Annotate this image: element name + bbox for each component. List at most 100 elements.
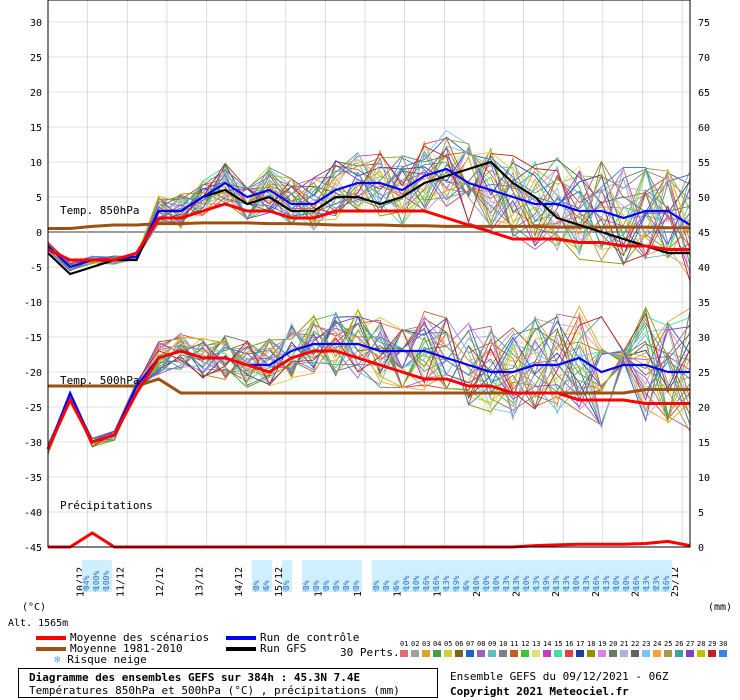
pert-color-box bbox=[675, 650, 683, 657]
pert-line-850 bbox=[47, 138, 691, 271]
pert-color-box bbox=[653, 650, 661, 657]
snowflake-icon: ❄ bbox=[583, 585, 589, 595]
pert-number: 27 bbox=[686, 640, 695, 648]
control-swatch bbox=[226, 636, 256, 640]
pert-number: 18 bbox=[587, 640, 596, 648]
left-tick-label: -35 bbox=[24, 473, 42, 484]
right-tick-label: 60 bbox=[698, 123, 710, 134]
right-unit: (mm) bbox=[708, 602, 732, 613]
snow-risk-value: 16% bbox=[592, 575, 601, 590]
snow-risk-value: 10% bbox=[612, 575, 621, 590]
snow-bg bbox=[582, 560, 592, 592]
snow-bg bbox=[452, 560, 462, 592]
snow-risk-value: 3% bbox=[322, 580, 331, 590]
pert-number: 09 bbox=[488, 640, 497, 648]
left-tick-label: 25 bbox=[30, 53, 42, 64]
snow-bg bbox=[262, 560, 272, 592]
pert-number: 21 bbox=[620, 640, 629, 648]
label-precip: Précipitations bbox=[60, 499, 153, 512]
snow-risk-value: 10% bbox=[402, 575, 411, 590]
snow-risk-value: 16% bbox=[662, 575, 671, 590]
snow-risk-value: 13% bbox=[532, 575, 541, 590]
right-tick-label: 5 bbox=[698, 508, 704, 519]
snowflake-icon: ❄ bbox=[433, 585, 439, 595]
pert-line-500 bbox=[47, 308, 691, 453]
snow-bg bbox=[592, 560, 602, 592]
pert-number: 10 bbox=[499, 640, 508, 648]
left-tick-label: -10 bbox=[24, 298, 42, 309]
snowflake-icon: ❄ bbox=[653, 585, 659, 595]
pert-color-box bbox=[510, 650, 518, 657]
snow-risk-value: 10% bbox=[572, 575, 581, 590]
right-tick-label: 65 bbox=[698, 88, 710, 99]
snowflake-icon: ❄ bbox=[83, 585, 89, 595]
pert-color-box bbox=[620, 650, 628, 657]
snowflake-icon: ❄ bbox=[93, 585, 99, 595]
pert-color-box bbox=[532, 650, 540, 657]
pert-line-850 bbox=[47, 148, 691, 265]
snowflake-icon: ❄ bbox=[413, 585, 419, 595]
pert-color-box bbox=[411, 650, 419, 657]
left-tick-label: -15 bbox=[24, 333, 42, 344]
left-tick-label: -5 bbox=[30, 263, 42, 274]
footer-title: Diagramme des ensembles GEFS sur 384h : … bbox=[29, 671, 361, 684]
pert-number: 28 bbox=[697, 640, 706, 648]
left-tick-label: -40 bbox=[24, 508, 42, 519]
pert-number: 15 bbox=[554, 640, 563, 648]
snow-bg bbox=[412, 560, 422, 592]
snowflake-icon: ❄ bbox=[623, 585, 629, 595]
pert-color-box bbox=[708, 650, 716, 657]
snowflake-icon: ❄ bbox=[503, 585, 509, 595]
snow-bg bbox=[482, 560, 492, 592]
snow-risk-value: 3% bbox=[312, 580, 321, 590]
snow-bg bbox=[642, 560, 652, 592]
pert-color-box bbox=[466, 650, 474, 657]
pert-line-500 bbox=[47, 315, 691, 451]
snow-risk-value: 3% bbox=[382, 580, 391, 590]
snowflake-icon: ❄ bbox=[333, 585, 339, 595]
snow-bg bbox=[342, 560, 352, 592]
legend-control: Run de contrôle bbox=[226, 631, 359, 644]
perturbation-lines bbox=[47, 130, 691, 455]
label-t850: Temp. 850hPa bbox=[60, 204, 139, 217]
pert-number: 05 bbox=[444, 640, 453, 648]
pert-number: 17 bbox=[576, 640, 585, 648]
snow-bg bbox=[382, 560, 392, 592]
right-tick-label: 70 bbox=[698, 53, 710, 64]
gfs-swatch bbox=[226, 647, 256, 651]
snow-bg bbox=[652, 560, 662, 592]
snow-risk-value: 10% bbox=[622, 575, 631, 590]
pert-color-box bbox=[686, 650, 694, 657]
snow-bg bbox=[422, 560, 432, 592]
pert-line-500 bbox=[47, 311, 691, 454]
pert-number: 24 bbox=[653, 640, 662, 648]
mean-swatch bbox=[36, 636, 66, 640]
pert-color-box bbox=[697, 650, 705, 657]
pert-number: 29 bbox=[708, 640, 717, 648]
snowflake-icon: ❄ bbox=[603, 585, 609, 595]
snow-bg bbox=[612, 560, 622, 592]
legend-snow: ❄ Risque neige bbox=[54, 653, 147, 666]
pert-number: 11 bbox=[510, 640, 519, 648]
snow-bg bbox=[402, 560, 412, 592]
pert-color-box bbox=[598, 650, 606, 657]
snow-risk-value: 19% bbox=[542, 575, 551, 590]
snowflake-icon: ❄ bbox=[593, 585, 599, 595]
snowflake-icon: ❄ bbox=[563, 585, 569, 595]
snow-bg bbox=[82, 560, 92, 592]
snow-bg bbox=[312, 560, 322, 592]
snow-risk-value: 13% bbox=[502, 575, 511, 590]
right-tick-label: 45 bbox=[698, 228, 710, 239]
snow-bg bbox=[622, 560, 632, 592]
right-tick-label: 40 bbox=[698, 263, 710, 274]
snowflake-icon: ❄ bbox=[54, 653, 61, 666]
snow-risk-labels: 94%❄ 100%❄ 100%❄ 3%❄ 6%❄ 3%❄ 3%❄ 3%❄ 3%❄ 3%❄ 3%❄ 3%… bbox=[82, 560, 672, 595]
snow-bg bbox=[352, 560, 362, 592]
snow-bg bbox=[632, 560, 642, 592]
pert-color-box bbox=[565, 650, 573, 657]
pert-line-500 bbox=[47, 311, 691, 452]
x-tick-label: 25/12 bbox=[670, 567, 681, 597]
right-tick-label: 15 bbox=[698, 438, 710, 449]
snowflake-icon: ❄ bbox=[513, 585, 519, 595]
snow-bg bbox=[662, 560, 672, 592]
